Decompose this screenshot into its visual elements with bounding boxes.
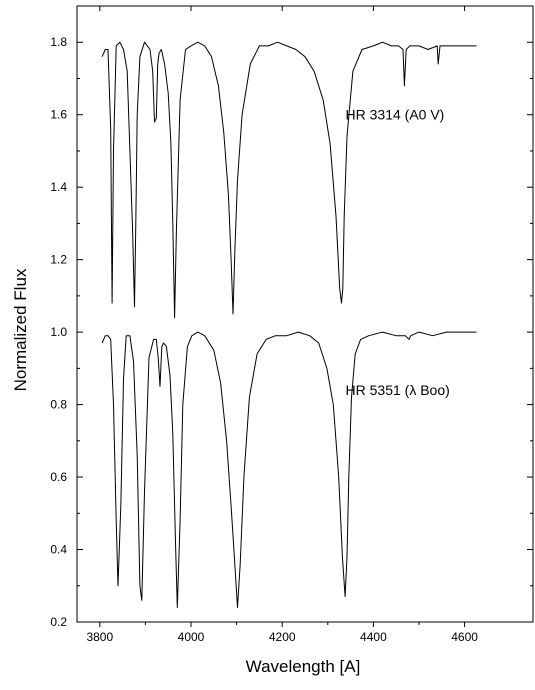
y-tick-label: 0.2 <box>50 615 67 629</box>
y-axis-title: Normalized Flux <box>11 268 30 391</box>
x-axis-title: Wavelength [A] <box>246 657 361 676</box>
x-tick-label: 3800 <box>86 630 113 644</box>
series-annotation: HR 3314 (A0 V) <box>346 107 445 123</box>
y-tick-label: 1.0 <box>50 325 67 339</box>
annotations: HR 3314 (A0 V) HR 5351 (λ Boo) <box>346 107 450 398</box>
y-tick-label: 1.4 <box>50 180 67 194</box>
spectrum-line-1 <box>101 331 477 608</box>
y-tick-label: 0.6 <box>50 470 67 484</box>
x-axis-ticks: 3800 4000 4200 4400 4600 <box>86 6 478 644</box>
x-tick-label: 4000 <box>178 630 205 644</box>
spectrum-line-0 <box>101 41 477 319</box>
y-tick-label: 0.8 <box>50 398 67 412</box>
y-tick-label: 0.4 <box>50 543 67 557</box>
series-annotation: HR 5351 (λ Boo) <box>346 382 450 398</box>
y-tick-label: 1.6 <box>50 108 67 122</box>
x-tick-label: 4200 <box>269 630 296 644</box>
y-tick-label: 1.2 <box>50 253 67 267</box>
y-tick-label: 1.8 <box>50 35 67 49</box>
plot-frame <box>76 5 534 623</box>
x-tick-label: 4400 <box>360 630 387 644</box>
spectrum-series <box>101 41 477 608</box>
y-axis-ticks: 0.2 0.4 0.6 0.8 1.0 1.2 1.4 1.6 1.8 <box>50 35 533 629</box>
x-tick-label: 4600 <box>451 630 478 644</box>
